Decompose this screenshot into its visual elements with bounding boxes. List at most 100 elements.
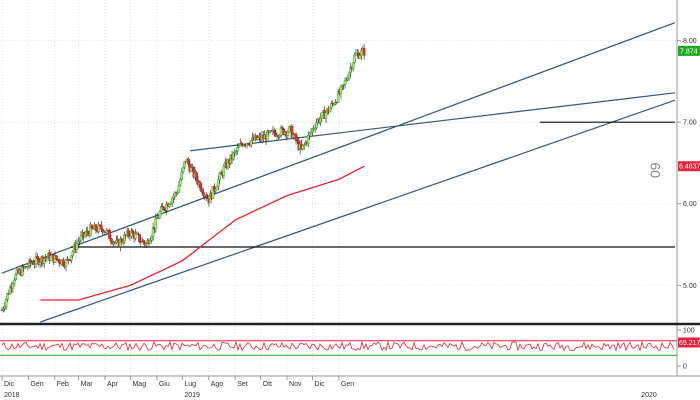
- candle-body: [100, 225, 103, 230]
- candle-body: [279, 127, 283, 136]
- month-tick-label: Giu: [159, 381, 170, 388]
- candle-body: [294, 133, 298, 141]
- candle-body: [90, 224, 94, 229]
- candle-body: [134, 233, 137, 239]
- candle-body: [109, 238, 113, 242]
- candle-body: [202, 192, 205, 196]
- candle-body: [61, 259, 65, 266]
- candle-body: [287, 126, 291, 133]
- price-tick-label: 7.00: [683, 120, 697, 127]
- candle-body: [165, 203, 169, 211]
- candle-body: [162, 207, 166, 211]
- candle-body: [127, 230, 130, 236]
- candle-body: [159, 206, 163, 212]
- candle-body: [94, 224, 98, 231]
- trendline: [189, 92, 676, 152]
- candle-body: [232, 152, 235, 160]
- candle-body: [120, 238, 124, 243]
- candle-body: [306, 135, 310, 144]
- candle-body: [256, 137, 260, 140]
- last-price-badge: [678, 45, 700, 56]
- candle-body: [154, 217, 158, 230]
- year-tick-label: 2020: [641, 392, 657, 399]
- candle-body: [180, 171, 183, 180]
- candle-body: [308, 132, 311, 136]
- candle-body: [89, 224, 92, 236]
- candle-body: [187, 159, 190, 165]
- candle-body: [138, 234, 141, 242]
- candle-body: [319, 117, 322, 123]
- watermark: 09: [647, 162, 663, 178]
- candle-body: [172, 196, 175, 199]
- moving-average-line: [40, 165, 365, 301]
- candle-body: [179, 179, 182, 186]
- last-price-label: 7.874: [680, 48, 698, 55]
- price-tick-label: 6.00: [683, 201, 697, 208]
- month-tick-label: Dic: [4, 381, 15, 388]
- candle-body: [281, 127, 284, 129]
- month-tick-label: Gen: [341, 381, 354, 388]
- candle-body: [324, 112, 328, 119]
- price-tick-label: 5.00: [683, 283, 697, 290]
- month-tick-label: Set: [237, 381, 248, 388]
- candle-body: [218, 172, 222, 180]
- trendline: [1, 22, 676, 274]
- candle-body: [353, 54, 356, 63]
- candle-body: [343, 80, 347, 85]
- candle-body: [149, 240, 152, 244]
- candle-body: [301, 145, 305, 150]
- candle-body: [45, 257, 49, 259]
- candle-body: [336, 90, 340, 103]
- candle-body: [131, 230, 134, 234]
- candle-body: [150, 236, 154, 241]
- candle-body: [38, 262, 42, 265]
- candle-body: [328, 107, 332, 113]
- candle-body: [184, 160, 188, 162]
- candle-body: [183, 161, 186, 168]
- candle-body: [75, 243, 79, 251]
- candle-body: [3, 306, 7, 309]
- candle-body: [249, 140, 253, 146]
- candle-body: [130, 230, 133, 237]
- month-tick-label: Apr: [107, 381, 119, 388]
- candle-body: [315, 122, 318, 128]
- candle-body: [67, 258, 71, 261]
- candle-body: [168, 204, 171, 207]
- ma-value-badge: [678, 161, 700, 172]
- candle-body: [237, 145, 241, 148]
- candle-body: [36, 256, 39, 259]
- candle-body: [55, 255, 58, 260]
- candle-body: [79, 235, 83, 241]
- candle-body: [236, 147, 239, 152]
- candle-body: [108, 230, 111, 239]
- candle-body: [360, 50, 363, 56]
- price-tick-label: 8.00: [683, 38, 697, 45]
- candle-body: [71, 251, 75, 256]
- candle-body: [351, 62, 355, 69]
- candle-body: [4, 299, 8, 307]
- candle-body: [222, 166, 226, 176]
- month-tick-label: Feb: [57, 381, 69, 388]
- candle-body: [177, 185, 181, 193]
- month-tick-label: Dic: [315, 381, 326, 388]
- candle-body: [200, 189, 204, 193]
- candle-body: [14, 273, 17, 281]
- candle-body: [358, 55, 362, 59]
- month-tick-label: Lug: [184, 381, 196, 388]
- candle-body: [206, 197, 209, 199]
- candle-body: [76, 241, 80, 244]
- candle-body: [204, 195, 208, 199]
- candle-body: [181, 166, 185, 173]
- candle-body: [144, 243, 148, 246]
- candle-body: [158, 211, 162, 219]
- candle-body: [215, 186, 219, 190]
- candle-body: [42, 258, 46, 264]
- candle-body: [70, 255, 73, 261]
- candle-body: [286, 131, 290, 136]
- candle-body: [97, 224, 100, 232]
- candle-body: [290, 125, 294, 138]
- month-tick-label: Nov: [289, 381, 302, 388]
- candle-body: [362, 48, 366, 56]
